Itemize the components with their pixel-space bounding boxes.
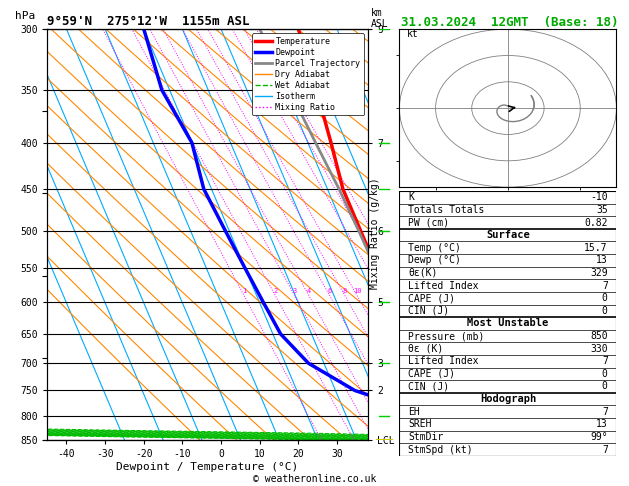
Text: 7: 7 (602, 356, 608, 366)
Text: Most Unstable: Most Unstable (467, 318, 548, 329)
Text: 4: 4 (307, 288, 311, 294)
Text: 7: 7 (602, 445, 608, 454)
Text: Surface: Surface (486, 230, 530, 240)
Y-axis label: hPa: hPa (14, 11, 35, 21)
Text: 31.03.2024  12GMT  (Base: 18): 31.03.2024 12GMT (Base: 18) (401, 16, 618, 29)
Text: Lifted Index: Lifted Index (408, 356, 479, 366)
Text: -10: -10 (590, 192, 608, 202)
Text: 99°: 99° (590, 432, 608, 442)
X-axis label: Dewpoint / Temperature (°C): Dewpoint / Temperature (°C) (116, 462, 299, 471)
Text: Lifted Index: Lifted Index (408, 280, 479, 291)
Text: Totals Totals: Totals Totals (408, 205, 484, 215)
Text: SREH: SREH (408, 419, 431, 429)
Text: 7: 7 (602, 280, 608, 291)
Text: 8: 8 (343, 288, 347, 294)
Text: 329: 329 (590, 268, 608, 278)
Text: 0.82: 0.82 (584, 218, 608, 227)
Text: Temp (°C): Temp (°C) (408, 243, 461, 253)
Text: 6: 6 (328, 288, 332, 294)
Text: 0: 0 (602, 382, 608, 392)
Text: kt: kt (407, 29, 418, 39)
Text: CIN (J): CIN (J) (408, 306, 449, 316)
Text: EH: EH (408, 407, 420, 417)
Text: 15.7: 15.7 (584, 243, 608, 253)
Text: 0: 0 (602, 306, 608, 316)
Text: 850: 850 (590, 331, 608, 341)
Text: Mixing Ratio (g/kg): Mixing Ratio (g/kg) (370, 177, 380, 289)
Text: K: K (408, 192, 414, 202)
Text: 0: 0 (602, 369, 608, 379)
Text: 13: 13 (596, 419, 608, 429)
Text: Hodograph: Hodograph (480, 394, 536, 404)
Text: 330: 330 (590, 344, 608, 354)
Text: θε(K): θε(K) (408, 268, 438, 278)
Text: StmSpd (kt): StmSpd (kt) (408, 445, 473, 454)
Text: Pressure (mb): Pressure (mb) (408, 331, 484, 341)
Text: 2: 2 (274, 288, 277, 294)
Text: 3: 3 (292, 288, 297, 294)
Text: PW (cm): PW (cm) (408, 218, 449, 227)
Text: StmDir: StmDir (408, 432, 443, 442)
Text: 1: 1 (242, 288, 247, 294)
Text: Dewp (°C): Dewp (°C) (408, 255, 461, 265)
Text: 0: 0 (602, 293, 608, 303)
Text: CAPE (J): CAPE (J) (408, 369, 455, 379)
Text: CIN (J): CIN (J) (408, 382, 449, 392)
Text: 7: 7 (602, 407, 608, 417)
Text: 10: 10 (353, 288, 362, 294)
Text: θε (K): θε (K) (408, 344, 443, 354)
Legend: Temperature, Dewpoint, Parcel Trajectory, Dry Adiabat, Wet Adiabat, Isotherm, Mi: Temperature, Dewpoint, Parcel Trajectory… (252, 34, 364, 116)
Text: 13: 13 (596, 255, 608, 265)
Text: CAPE (J): CAPE (J) (408, 293, 455, 303)
Text: © weatheronline.co.uk: © weatheronline.co.uk (253, 473, 376, 484)
Y-axis label: km
ASL: km ASL (371, 8, 389, 29)
Text: 35: 35 (596, 205, 608, 215)
Text: 9°59'N  275°12'W  1155m ASL: 9°59'N 275°12'W 1155m ASL (47, 15, 250, 28)
